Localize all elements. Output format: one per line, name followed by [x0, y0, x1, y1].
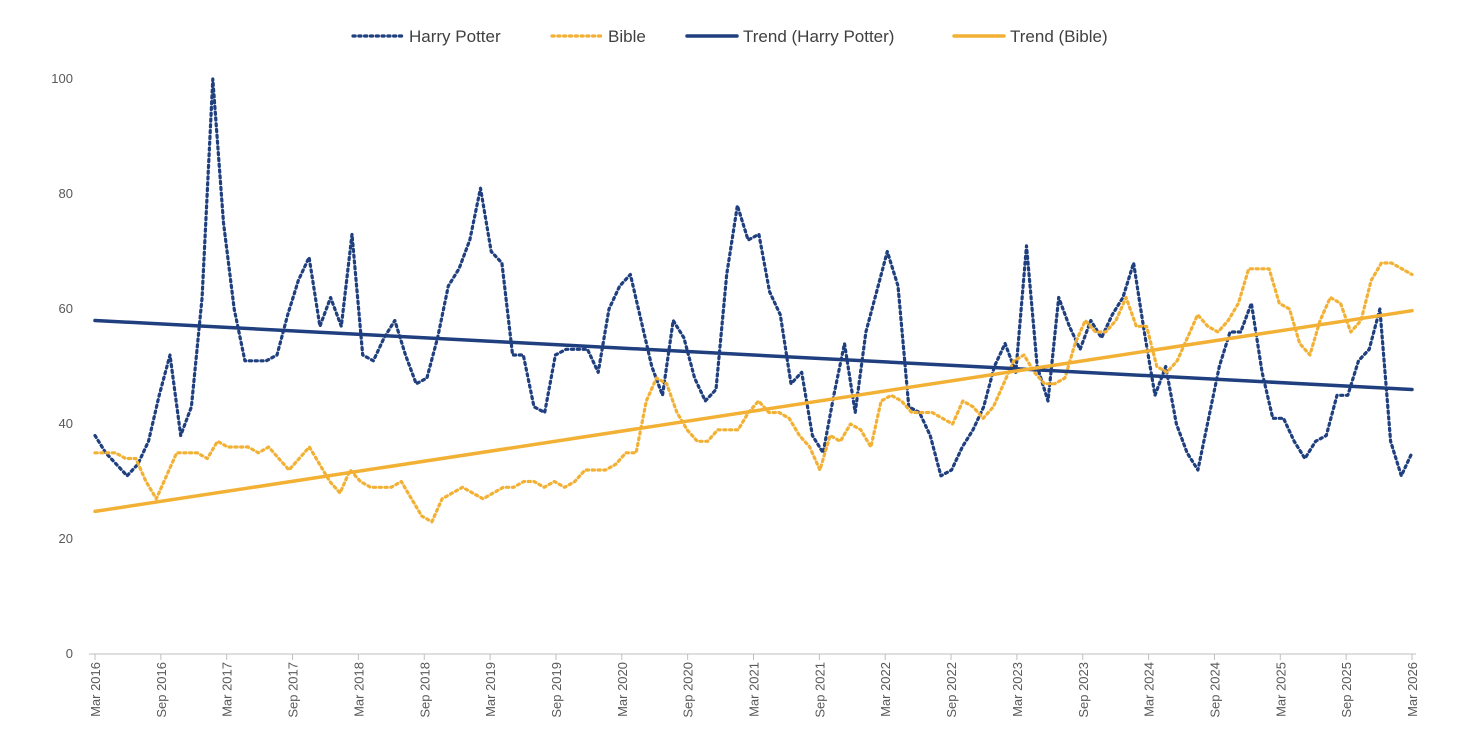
legend-item-4: Trend (Bible): [952, 27, 1108, 46]
x-tick-label: Sep 2018: [417, 662, 432, 718]
x-tick-label: Sep 2020: [681, 662, 696, 718]
x-tick-label: Sep 2022: [944, 662, 959, 718]
legend-item-3: Trend (Harry Potter): [685, 27, 894, 46]
legend-label: Trend (Harry Potter): [743, 27, 894, 46]
x-tick-label: Mar 2016: [88, 662, 103, 717]
legend-label: Harry Potter: [409, 27, 501, 46]
x-tick-label: Mar 2025: [1273, 662, 1288, 717]
x-tick-label: Mar 2018: [351, 662, 366, 717]
y-tick-label: 80: [59, 186, 73, 201]
x-tick-label: Mar 2020: [615, 662, 630, 717]
y-axis: 0 20 40 60 80 100: [51, 71, 73, 661]
x-tick-label: Mar 2017: [220, 662, 235, 717]
x-tick-label: Sep 2023: [1076, 662, 1091, 718]
x-tick-label: Sep 2024: [1207, 662, 1222, 718]
plot-area: [93, 77, 1414, 524]
legend-label: Bible: [608, 27, 646, 46]
legend-item-1: Harry Potter: [351, 27, 501, 46]
y-tick-label: 100: [51, 71, 73, 86]
x-tick-label: Mar 2023: [1010, 662, 1025, 717]
legend-label: Trend (Bible): [1010, 27, 1108, 46]
x-tick-label: Sep 2017: [286, 662, 301, 718]
x-tick-label: Sep 2016: [154, 662, 169, 718]
y-tick-label: 0: [66, 646, 73, 661]
x-tick-label: Sep 2025: [1339, 662, 1354, 718]
y-tick-label: 60: [59, 301, 73, 316]
series-line-3: [93, 318, 1414, 392]
x-tick-label: Mar 2026: [1405, 662, 1420, 717]
legend-item-2: Bible: [550, 27, 646, 46]
series-line-1: [93, 77, 1414, 478]
x-tick-label: Sep 2019: [549, 662, 564, 718]
legend: Harry Potter Bible Trend (Harry Potter) Tre…: [351, 27, 1108, 46]
x-tick-label: Mar 2024: [1142, 662, 1157, 717]
x-tick-label: Sep 2021: [812, 662, 827, 718]
y-tick-label: 20: [59, 531, 73, 546]
x-tick-label: Mar 2021: [747, 662, 762, 717]
y-tick-label: 40: [59, 416, 73, 431]
series-line-2: [93, 261, 1414, 524]
x-axis: Mar 2016 Sep 2016 Mar 2017 Sep 2017 Mar 2018…: [88, 653, 1420, 718]
series-line-4: [93, 308, 1414, 514]
x-tick-label: Mar 2019: [483, 662, 498, 717]
x-tick-label: Mar 2022: [878, 662, 893, 717]
